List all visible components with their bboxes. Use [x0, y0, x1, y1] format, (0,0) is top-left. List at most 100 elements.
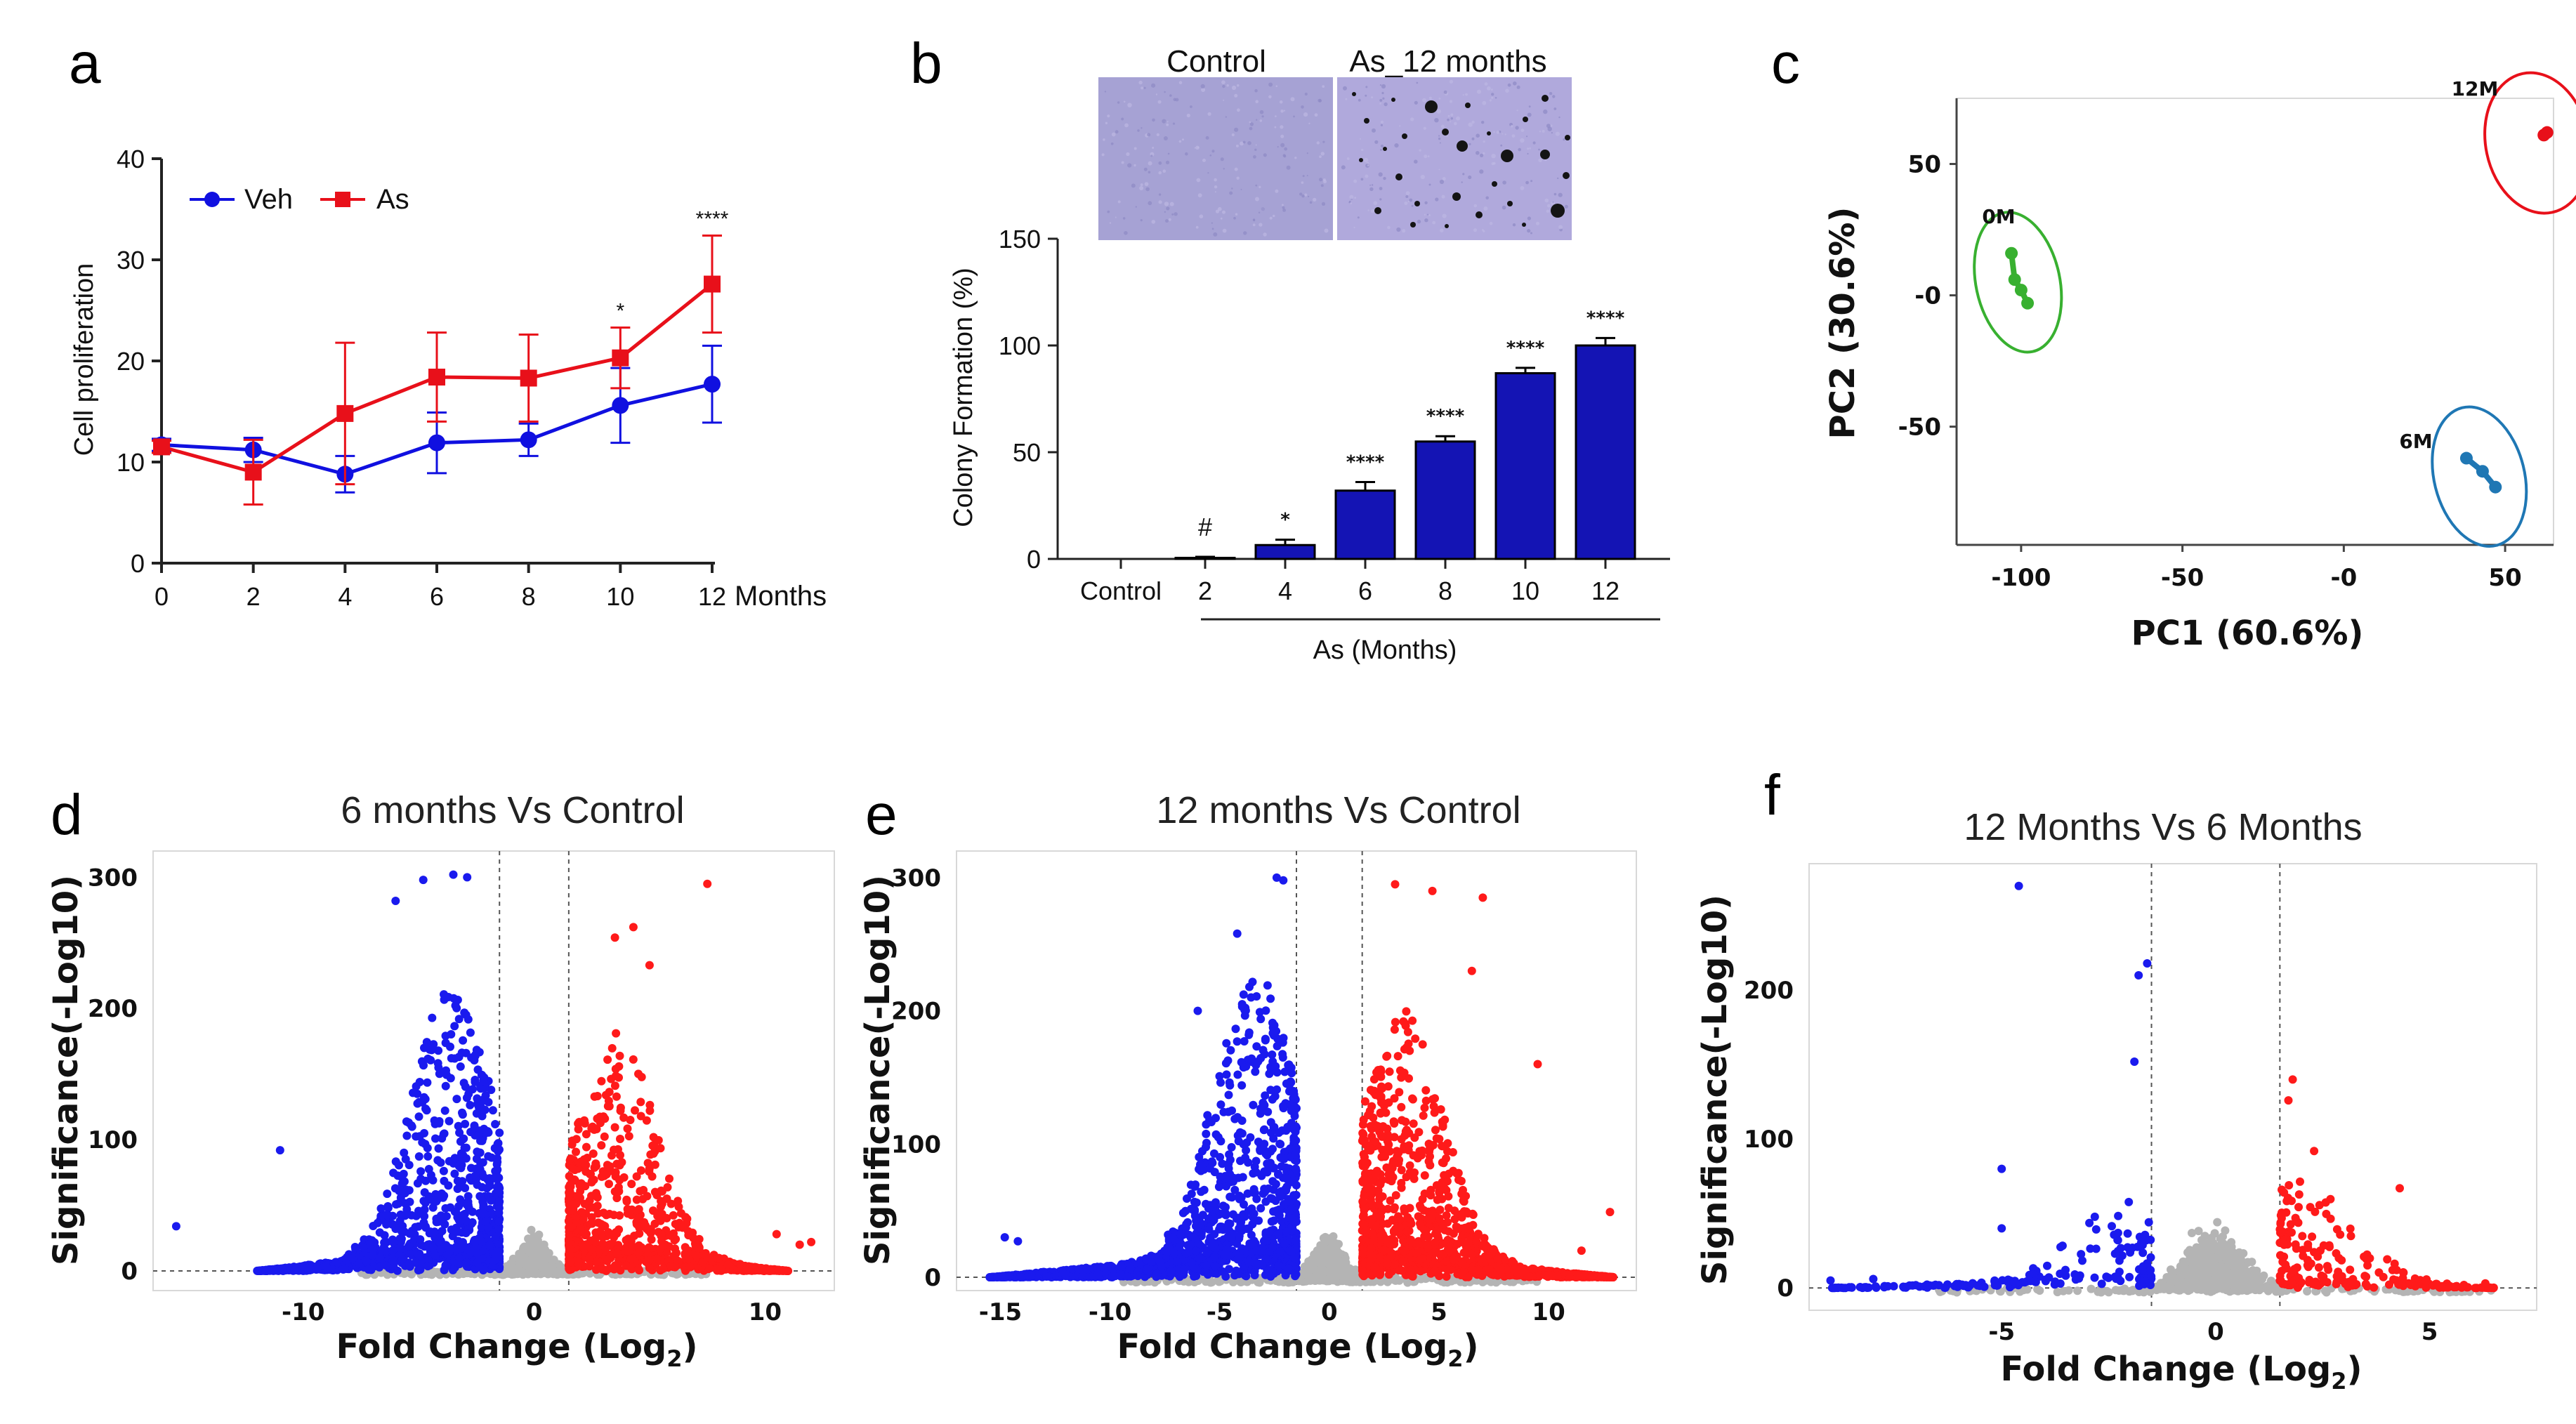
e-title: 12 months Vs Control [1156, 789, 1520, 831]
d-point-down [275, 1146, 284, 1155]
e-x-title-main: Fold Change (Log [1117, 1327, 1448, 1366]
b-image-texture-speck [1133, 147, 1137, 150]
b-image-texture-speck [1438, 135, 1440, 137]
d-point-down [470, 1123, 479, 1132]
b-image-texture-speck [1281, 204, 1284, 206]
d-point-up [634, 1205, 643, 1214]
d-point-down [487, 1086, 496, 1095]
d-point-down [431, 1134, 440, 1143]
b-image-texture-speck [1237, 108, 1240, 112]
b-image-texture-speck [1507, 83, 1511, 87]
b-colony-dot [1414, 201, 1420, 206]
d-point-up [597, 1076, 606, 1086]
b-x-tick-label: 2 [1198, 576, 1212, 605]
b-image-texture-speck [1174, 212, 1178, 216]
b-image-texture-speck [1512, 223, 1516, 227]
d-point-down [471, 1171, 480, 1180]
b-image-texture-speck [1353, 226, 1355, 228]
d-point-down [405, 1197, 414, 1206]
d-point-ns [523, 1269, 532, 1278]
b-image-texture-speck [1505, 88, 1509, 93]
d-point-down [478, 1169, 487, 1178]
d-point-up [597, 1141, 606, 1150]
d-point-up [586, 1170, 595, 1178]
d-point-down [388, 1238, 397, 1247]
b-image-texture-speck [1487, 86, 1491, 91]
b-colony-dot [1457, 140, 1468, 152]
b-image-texture-speck [1190, 105, 1192, 108]
b-image-texture-speck [1215, 209, 1220, 213]
b-image-texture-speck [1527, 112, 1532, 117]
b-image-texture-speck [1360, 178, 1364, 181]
b-image-texture-speck [1317, 98, 1322, 103]
b-image-texture-speck [1304, 92, 1308, 96]
b-image-texture-speck [1117, 101, 1120, 104]
d-point-down [395, 1161, 403, 1170]
b-colony-dot [1425, 100, 1438, 113]
d-point-down [404, 1258, 413, 1267]
b-image-texture-speck [1324, 228, 1329, 233]
e-y-axis-title: Significance(-Log10) [858, 875, 898, 1265]
d-point-up [592, 1258, 601, 1267]
d-point-down [488, 1106, 497, 1115]
b-image-texture-speck [1441, 195, 1445, 199]
b-image-texture-speck [1527, 147, 1530, 150]
b-image-texture-speck [1404, 202, 1408, 205]
b-image-texture-speck [1481, 121, 1485, 124]
b-image-texture-speck [1167, 152, 1170, 155]
a-legend-veh-marker [204, 192, 220, 207]
d-point-up [671, 1244, 679, 1253]
b-image-texture-speck [1107, 114, 1110, 118]
b-image-texture-speck [1301, 181, 1304, 184]
b-image-texture-speck [1394, 143, 1399, 148]
d-point-up [611, 1064, 620, 1074]
b-image-texture-speck [1414, 100, 1418, 105]
d-point-down [322, 1262, 330, 1271]
b-image-texture-speck [1405, 191, 1410, 195]
d-point-down [419, 1061, 428, 1070]
d-point-down [397, 1227, 406, 1236]
d-point-down [452, 1095, 461, 1104]
b-image-texture-speck [1249, 122, 1254, 126]
b-image-texture-speck [1235, 144, 1239, 147]
d-point-down [414, 1152, 423, 1161]
b-image-texture-speck [1520, 128, 1525, 133]
b-image-texture-speck [1304, 193, 1308, 197]
b-image-label-as12: As_12 months [1349, 44, 1546, 79]
d-point-up [648, 1141, 657, 1150]
d-point-down [423, 1054, 433, 1063]
b-image-texture-speck [1465, 93, 1468, 96]
c-point-6m [2489, 480, 2502, 494]
d-point-down [405, 1161, 414, 1170]
d-point-up [574, 1259, 583, 1268]
d-point-down [427, 1046, 436, 1055]
d-point-down [478, 1254, 487, 1263]
d-point-down [437, 1215, 446, 1224]
d-point-up [610, 1261, 619, 1270]
a-point-veh [428, 434, 445, 451]
b-image-texture-speck [1553, 107, 1557, 110]
d-point-down [468, 1207, 477, 1216]
b-image-texture-speck [1382, 97, 1385, 100]
d-point-down [462, 1258, 471, 1267]
d-point-up [772, 1229, 781, 1239]
b-colony-dot [1391, 98, 1395, 102]
b-image-texture-speck [1122, 217, 1126, 220]
b-x-tick-label: 4 [1278, 576, 1292, 605]
d-point-down [405, 1249, 414, 1258]
d-point-up [807, 1237, 816, 1246]
b-image-texture-speck [1284, 147, 1287, 151]
d-point-down [494, 1217, 504, 1226]
e-y-tick-label: 200 [891, 998, 941, 1026]
d-point-down [419, 1218, 428, 1227]
c-point-0m [2021, 296, 2035, 310]
d-x-title-sub: 2 [666, 1345, 682, 1372]
b-image-texture-speck [1438, 169, 1440, 171]
b-image-texture-speck [1358, 98, 1361, 102]
b-colony-dot [1551, 204, 1565, 218]
b-colony-images: Control As_12 months [1098, 44, 1572, 240]
b-image-texture-speck [1494, 97, 1497, 99]
d-point-up [690, 1239, 699, 1248]
b-image-texture-speck [1143, 86, 1146, 89]
d-point-down [461, 1229, 471, 1237]
